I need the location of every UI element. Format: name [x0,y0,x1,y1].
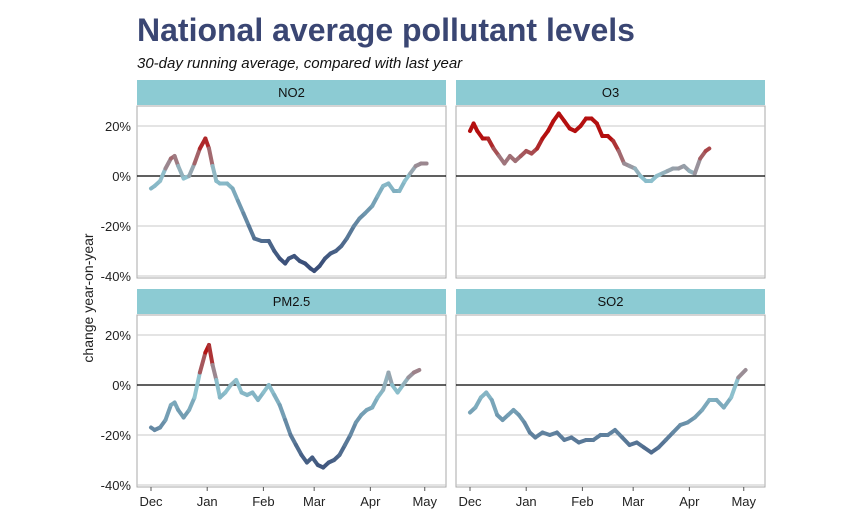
x-tick-label: Dec [139,494,163,509]
chart-subtitle: 30-day running average, compared with la… [137,55,463,72]
series-segment [241,211,251,228]
series-segment [729,375,741,400]
x-tick-label: Apr [360,494,381,509]
chart-title: National average pollutant levels [137,12,635,48]
y-tick-label: -40% [101,269,132,284]
series-segment [210,363,219,382]
x-tick-label: Mar [622,494,645,509]
series-line-o3 [468,111,712,183]
series-segment [236,199,246,216]
y-tick-label: 20% [105,328,131,343]
series-segment [163,403,173,422]
series-segment [348,420,358,437]
series-segment [594,121,605,138]
panel-strip-label: NO2 [278,85,305,100]
x-tick-label: May [412,494,437,509]
panel-strip [137,80,446,105]
x-tick-label: Mar [303,494,326,509]
series-segment [214,378,222,400]
y-tick-label: 20% [105,119,131,134]
series-segment [192,146,202,166]
series-segment [411,368,422,375]
x-tick-label: Jan [197,494,218,509]
series-segment [210,164,219,183]
series-segment [207,343,215,367]
series-segment [283,418,293,437]
x-tick-label: Feb [571,494,593,509]
panel-strip-label: O3 [602,85,619,100]
series-segment [344,224,356,241]
x-tick-label: Apr [679,494,700,509]
y-axis-label: change year-on-year [80,233,96,363]
series-segment [246,224,257,241]
series-segment [386,370,395,387]
y-tick-label: -20% [101,219,132,234]
series-segment [207,146,215,168]
panel-strip-label: PM2.5 [273,294,311,309]
series-segment [721,395,734,410]
panel-strip [456,289,765,314]
x-tick-label: May [731,494,756,509]
series-line-pm25 [149,343,422,470]
panel-pm25: PM2.5 20% 0% -20% -40% Dec Jan Feb Mar Apr May [101,289,447,509]
series-segment [197,350,208,375]
panel-strip [137,289,446,314]
series-segment [187,161,197,178]
panel-strip-label: SO2 [597,294,623,309]
y-tick-label: 0% [112,378,131,393]
series-segment [616,149,627,166]
x-tick-label: Feb [252,494,274,509]
series-segment [192,370,202,400]
panel-no2: NO2 20% 0% -20% -40% [101,80,447,284]
series-segment [489,398,500,417]
y-tick-label: -40% [101,478,132,493]
series-line-so2 [468,368,748,455]
y-tick-label: -20% [101,428,132,443]
series-segment [277,403,288,422]
series-segment [703,146,712,153]
series-segment [736,368,748,380]
x-tick-label: Dec [458,494,482,509]
series-segment [234,378,244,395]
series-segment [187,395,197,412]
y-tick-label: 0% [112,169,131,184]
series-segment [176,164,186,181]
series-segment [692,156,703,176]
series-segment [158,166,168,183]
panel-o3: O3 [455,80,766,279]
series-segment [230,186,240,203]
panel-strip [456,80,765,105]
series-segment [700,398,712,412]
plot-frame [136,314,447,488]
x-tick-label: Jan [516,494,537,509]
series-line-no2 [149,136,429,273]
panel-so2: SO2 Dec Jan Feb Mar Apr May [455,289,766,509]
plot-frame [455,105,766,279]
